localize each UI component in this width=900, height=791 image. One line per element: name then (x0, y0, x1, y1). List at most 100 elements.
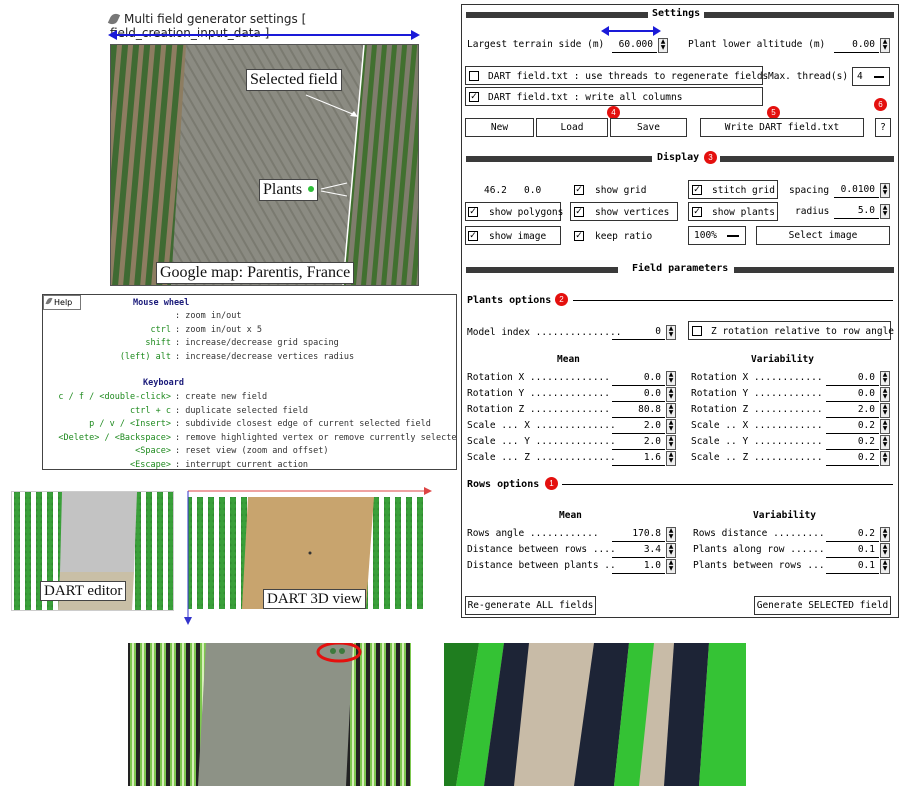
largest-terrain-input[interactable]: 60.000 (612, 38, 657, 53)
row-param-mean-input[interactable]: 1.0 (612, 559, 665, 574)
z-rotation-row[interactable]: Z rotation relative to row angle (688, 321, 894, 340)
keyboard-shortcut-key: ctrl + c (130, 405, 171, 416)
mouse-shortcut-desc: : increase/decrease grid spacing (175, 338, 339, 348)
plant-param-var-spinner[interactable]: ▲ ▼ (880, 387, 890, 402)
row-param-mean-input[interactable]: 170.8 (612, 527, 665, 542)
spacing-spinner[interactable]: ▲ ▼ (880, 183, 890, 198)
plant-param-var-input[interactable]: 0.2 (826, 451, 879, 466)
model-index-input[interactable]: 0 (612, 325, 665, 340)
plant-param-var-input[interactable]: 2.0 (826, 403, 879, 418)
display-header-bar-left (466, 156, 652, 162)
keyboard-shortcut-key: <Space> (135, 446, 171, 456)
row-param-mean-spinner[interactable]: ▲ ▼ (666, 559, 676, 574)
display-header-bar-right (720, 156, 894, 162)
model-index-spinner[interactable]: ▲ ▼ (666, 325, 676, 340)
map-view[interactable]: Selected field Plants Google map: Parent… (110, 44, 419, 286)
radius-spinner[interactable]: ▲ ▼ (880, 204, 890, 219)
largest-terrain-spinner[interactable]: ▲ ▼ (658, 38, 668, 53)
load-button[interactable]: Load (536, 118, 608, 137)
write-dart-button[interactable]: Write DART field.txt (700, 118, 864, 137)
write-columns-checkbox-row[interactable]: ✓ DART field.txt : write all columns (465, 87, 763, 106)
row-param-var-spinner[interactable]: ▲ ▼ (880, 527, 890, 542)
plant-altitude-spinner[interactable]: ▲ ▼ (880, 38, 890, 53)
row-param-var-input[interactable]: 0.1 (826, 559, 879, 574)
settings-panel: Settings Largest terrain side (m) 60.000… (461, 4, 899, 618)
plant-param-mean-input[interactable]: 1.6 (612, 451, 665, 466)
row-param-var-input[interactable]: 0.1 (826, 543, 879, 558)
plant-param-var-spinner[interactable]: ▲ ▼ (880, 371, 890, 386)
stitch-grid-checkbox[interactable]: ✓ (692, 185, 702, 195)
z-rotation-checkbox[interactable] (692, 326, 702, 336)
keyboard-shortcut-key: <Delete> / <Backspace> (58, 432, 171, 443)
plant-param-mean-label: Rotation X .............. (467, 372, 610, 383)
threads-checkbox-row[interactable]: DART field.txt : use threads to regenera… (465, 66, 768, 85)
show-vertices-row[interactable]: ✓ show vertices (570, 202, 678, 221)
feather-icon (45, 296, 53, 306)
threads-checkbox[interactable] (469, 71, 479, 81)
show-plants-checkbox[interactable]: ✓ (692, 207, 702, 217)
row-param-mean-spinner[interactable]: ▲ ▼ (666, 527, 676, 542)
new-button[interactable]: New (465, 118, 534, 137)
keep-ratio-row[interactable]: ✓ keep ratio (570, 226, 678, 245)
stitch-grid-row[interactable]: ✓ stitch grid (688, 180, 778, 199)
plant-param-mean-spinner[interactable]: ▲ ▼ (666, 419, 676, 434)
plant-param-var-spinner[interactable]: ▲ ▼ (880, 451, 890, 466)
plant-param-mean-spinner[interactable]: ▲ ▼ (666, 371, 676, 386)
keyboard-shortcut-key: <Escape> (130, 459, 171, 470)
keep-ratio-checkbox[interactable]: ✓ (574, 231, 584, 241)
regenerate-all-button[interactable]: Re-generate ALL fields (465, 596, 596, 615)
show-image-checkbox[interactable]: ✓ (468, 231, 478, 241)
plant-param-var-input[interactable]: 0.2 (826, 435, 879, 450)
generate-selected-button[interactable]: Generate SELECTED field (754, 596, 891, 615)
show-vertices-checkbox[interactable]: ✓ (574, 207, 584, 217)
row-param-var-input[interactable]: 0.2 (826, 527, 879, 542)
plants-options-title: Plants options (463, 295, 556, 306)
row-param-mean-spinner[interactable]: ▲ ▼ (666, 543, 676, 558)
plant-param-var-spinner[interactable]: ▲ ▼ (880, 403, 890, 418)
keyboard-shortcut-desc: : remove highlighted vertex or remove cu… (175, 432, 457, 443)
show-vertices-label: show vertices (595, 207, 670, 218)
plant-param-mean-spinner[interactable]: ▲ ▼ (666, 435, 676, 450)
show-grid-row[interactable]: ✓ show grid (571, 180, 678, 199)
plant-param-mean-input[interactable]: 0.0 (612, 387, 665, 402)
plant-param-var-input[interactable]: 0.0 (826, 387, 879, 402)
plant-param-mean-input[interactable]: 2.0 (612, 435, 665, 450)
plant-param-mean-spinner[interactable]: ▲ ▼ (666, 403, 676, 418)
plants-variability-header: Variability (751, 354, 814, 365)
show-polygons-checkbox[interactable]: ✓ (468, 207, 478, 217)
map-caption: Google map: Parentis, France (156, 262, 355, 284)
help-button[interactable]: Help (43, 295, 81, 310)
plant-param-var-input[interactable]: 0.2 (826, 419, 879, 434)
max-threads-select[interactable]: 4 (852, 67, 890, 86)
select-dash-icon (727, 235, 739, 237)
render-overview-image (128, 643, 411, 786)
write-columns-checkbox[interactable]: ✓ (469, 92, 479, 102)
spacing-input[interactable]: 0.0100 (834, 183, 879, 198)
row-param-var-spinner[interactable]: ▲ ▼ (880, 559, 890, 574)
show-grid-label: show grid (595, 185, 647, 196)
save-button[interactable]: Save (610, 118, 687, 137)
plant-param-var-spinner[interactable]: ▲ ▼ (880, 419, 890, 434)
largest-terrain-label: Largest terrain side (m) (467, 39, 605, 50)
plant-param-mean-spinner[interactable]: ▲ ▼ (666, 387, 676, 402)
plant-param-mean-input[interactable]: 2.0 (612, 419, 665, 434)
row-param-var-spinner[interactable]: ▲ ▼ (880, 543, 890, 558)
plant-param-mean-input[interactable]: 0.0 (612, 371, 665, 386)
plant-param-mean-input[interactable]: 80.8 (612, 403, 665, 418)
zoom-select[interactable]: 100% (688, 226, 746, 245)
plant-param-var-input[interactable]: 0.0 (826, 371, 879, 386)
select-image-button[interactable]: Select image (756, 226, 890, 245)
show-grid-checkbox[interactable]: ✓ (574, 185, 584, 195)
plant-param-mean-label: Scale ... Z .............. (467, 452, 616, 463)
show-plants-row[interactable]: ✓ show plants (688, 202, 778, 221)
show-polygons-row[interactable]: ✓ show polygons (465, 202, 563, 221)
plant-dot-icon (308, 186, 315, 192)
dart-editor-label: DART editor (40, 581, 127, 601)
plant-param-var-spinner[interactable]: ▲ ▼ (880, 435, 890, 450)
plant-altitude-input[interactable]: 0.00 (834, 38, 879, 53)
radius-input[interactable]: 5.0 (834, 204, 879, 219)
plant-param-mean-spinner[interactable]: ▲ ▼ (666, 451, 676, 466)
help-question-button[interactable]: ? (875, 118, 891, 137)
show-image-row[interactable]: ✓ show image (465, 226, 561, 245)
row-param-mean-input[interactable]: 3.4 (612, 543, 665, 558)
